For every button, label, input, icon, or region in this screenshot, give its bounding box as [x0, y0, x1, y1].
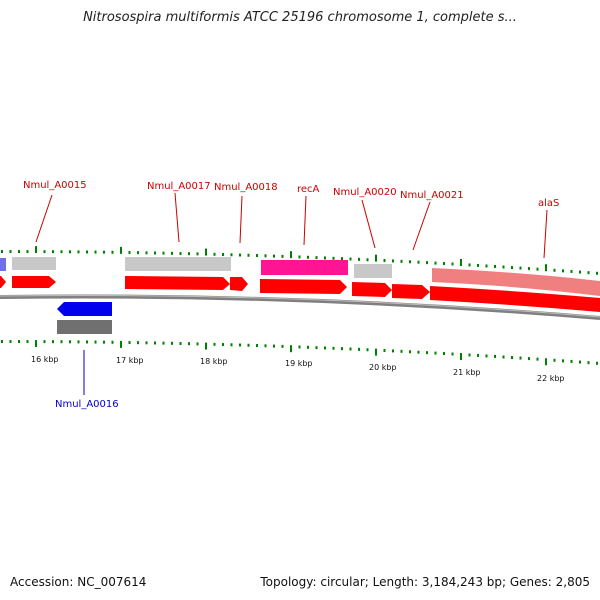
feature-box[interactable] — [57, 320, 112, 334]
feature-box[interactable] — [261, 260, 348, 275]
gene-label-nmul-a0016[interactable]: Nmul_A0016 — [55, 399, 119, 410]
scale-label-22kbp: 22 kbp — [537, 374, 565, 383]
forward-gene-arrow[interactable] — [0, 276, 6, 288]
chromosome-backbone — [0, 294, 600, 320]
feature-box[interactable] — [432, 268, 600, 296]
feature-ring-outer — [0, 257, 600, 296]
forward-gene-arrow[interactable] — [260, 279, 347, 294]
reverse-gene-arrow[interactable] — [57, 302, 112, 316]
scale-labels: 16 kbp 17 kbp 18 kbp 19 kbp 20 kbp 21 kb… — [31, 355, 565, 383]
leader-line — [412, 201, 431, 251]
scale-label-21kbp: 21 kbp — [453, 368, 481, 377]
gene-label-nmul-a0017[interactable]: Nmul_A0017 — [147, 181, 211, 192]
feature-box[interactable] — [125, 257, 231, 271]
leader-line — [303, 195, 307, 246]
scale-label-18kbp: 18 kbp — [200, 357, 228, 366]
accession-text: Accession: NC_007614 — [10, 575, 147, 589]
tick-ring-outer — [1, 246, 598, 275]
gene-label-nmul-a0018[interactable]: Nmul_A0018 — [214, 182, 278, 193]
gene-label-alas[interactable]: alaS — [538, 198, 559, 209]
leader-line — [35, 194, 53, 243]
gene-label-reca[interactable]: recA — [297, 184, 320, 195]
forward-gene-arrow[interactable] — [352, 282, 392, 297]
leader-line — [239, 195, 243, 244]
reverse-genes — [57, 302, 112, 334]
scale-label-19kbp: 19 kbp — [285, 359, 313, 368]
scale-label-20kbp: 20 kbp — [369, 363, 397, 372]
gene-label-nmul-a0021[interactable]: Nmul_A0021 — [400, 190, 464, 201]
leader-line — [543, 209, 548, 259]
leader-line — [361, 199, 376, 249]
forward-gene-arrow[interactable] — [12, 276, 56, 288]
feature-box[interactable] — [12, 257, 56, 270]
gene-label-nmul-a0015[interactable]: Nmul_A0015 — [23, 180, 87, 191]
scale-label-17kbp: 17 kbp — [116, 356, 144, 365]
label-leader-lines — [35, 192, 548, 395]
gene-label-nmul-a0020[interactable]: Nmul_A0020 — [333, 187, 397, 198]
gene-labels: Nmul_A0015 Nmul_A0016 Nmul_A0017 Nmul_A0… — [23, 180, 559, 410]
scale-label-16kbp: 16 kbp — [31, 355, 59, 364]
chromosome-backbone-highlight — [0, 294, 600, 318]
forward-gene-arrow[interactable] — [392, 284, 430, 299]
map-title: Nitrosospira multiformis ATCC 25196 chro… — [83, 10, 517, 25]
forward-gene-arrow[interactable] — [125, 276, 230, 290]
forward-gene-arrow[interactable] — [230, 277, 248, 291]
feature-box[interactable] — [0, 258, 6, 271]
tick-ring-inner — [1, 340, 598, 366]
forward-genes — [0, 276, 600, 312]
forward-gene-arrow[interactable] — [430, 286, 600, 312]
leader-line — [174, 192, 180, 243]
feature-box[interactable] — [354, 264, 392, 278]
genome-stats-text: Topology: circular; Length: 3,184,243 bp… — [260, 575, 590, 589]
